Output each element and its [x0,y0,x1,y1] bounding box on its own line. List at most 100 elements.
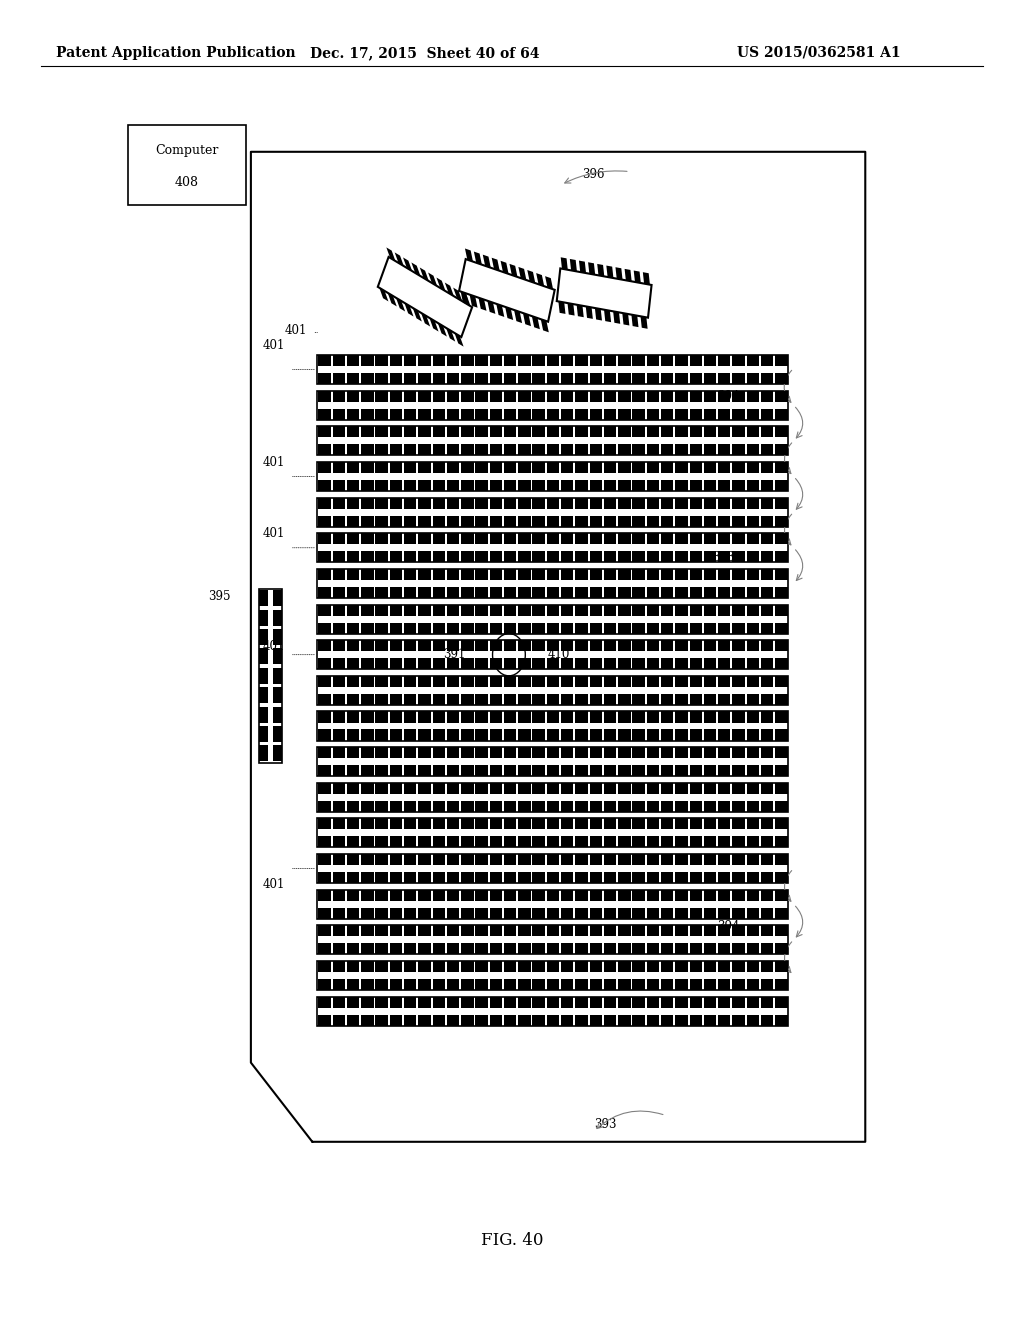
Bar [732,374,744,384]
Bar [404,961,417,972]
Bar [590,605,602,615]
Bar [561,818,573,829]
Bar [775,462,787,473]
Bar [376,516,388,527]
Bar [718,480,730,491]
Bar [604,569,616,579]
Bar [418,979,431,990]
Bar [376,873,388,883]
Bar [318,1015,331,1026]
Bar [318,533,331,544]
Bar [746,854,759,865]
Bar [518,374,530,384]
Bar [718,979,730,990]
Bar [718,676,730,686]
Bar [446,711,459,722]
Bar [746,605,759,615]
Bar [532,676,545,686]
Bar [317,890,788,919]
Bar [761,355,773,366]
Bar [318,605,331,615]
Bar [376,659,388,669]
Bar [775,587,787,598]
Bar [432,818,445,829]
Bar [561,979,573,990]
Bar [746,818,759,829]
Bar [618,355,631,366]
Bar [590,676,602,686]
Bar [318,426,331,437]
Bar [633,552,645,562]
Bar [660,426,674,437]
Polygon shape [420,268,429,281]
Bar [618,979,631,990]
Bar [404,783,417,793]
Bar [633,445,645,455]
Bar [318,837,331,847]
Bar [660,623,674,634]
Bar [675,426,688,437]
Bar [376,498,388,508]
Bar [461,747,473,758]
Bar [376,426,388,437]
Bar [547,480,559,491]
Bar [746,640,759,651]
Bar [647,944,659,954]
Bar [518,659,530,669]
Bar [446,605,459,615]
Bar [575,498,588,508]
Bar [489,623,502,634]
Bar [532,374,545,384]
Bar [318,730,331,741]
Bar [647,391,659,401]
Bar [317,711,788,741]
Bar [475,854,487,865]
Bar [317,569,788,598]
Bar [746,409,759,420]
Bar [404,711,417,722]
Bar [604,711,616,722]
Bar [618,533,631,544]
Bar [590,961,602,972]
Bar [703,533,716,544]
Bar [746,801,759,812]
Bar [604,997,616,1007]
Text: 393: 393 [712,550,734,564]
Bar [418,711,431,722]
Bar [347,462,359,473]
Bar [418,766,431,776]
Bar [446,854,459,865]
Bar [746,498,759,508]
Bar [418,730,431,741]
Polygon shape [428,272,437,286]
Bar [761,374,773,384]
Bar [361,605,374,615]
Bar [432,694,445,705]
Bar [347,605,359,615]
Bar [376,1015,388,1026]
Bar [376,711,388,722]
Bar [703,890,716,900]
Bar [318,766,331,776]
Bar [461,355,473,366]
Bar [718,1015,730,1026]
Bar [547,605,559,615]
Bar [561,374,573,384]
Bar [318,498,331,508]
Bar [575,1015,588,1026]
Bar [703,961,716,972]
Bar [575,694,588,705]
Bar [575,925,588,936]
Bar [318,961,331,972]
Bar [347,391,359,401]
Bar [532,711,545,722]
Bar [361,462,374,473]
Bar [518,462,530,473]
Polygon shape [567,304,574,315]
Text: 401: 401 [285,323,307,337]
Bar [590,944,602,954]
Bar [347,944,359,954]
Bar [647,640,659,651]
Bar [689,409,701,420]
Bar [732,783,744,793]
